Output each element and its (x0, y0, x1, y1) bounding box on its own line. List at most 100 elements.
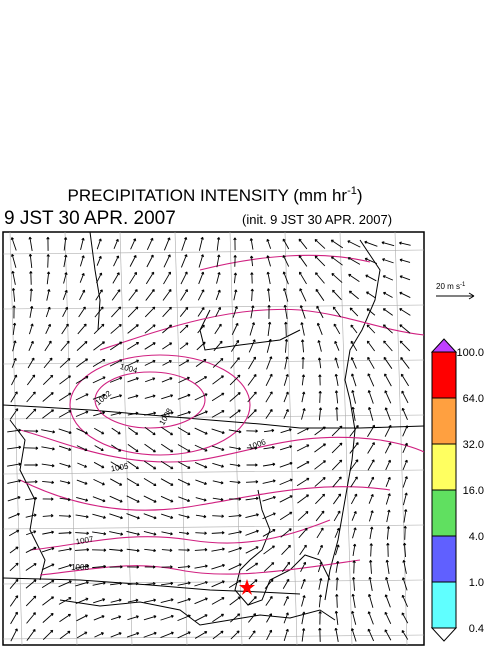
wind-arrow (350, 493, 358, 505)
wind-arrow (25, 530, 37, 536)
wind-arrow (314, 239, 326, 249)
wind-arrow (42, 514, 54, 518)
wind-arrow (25, 595, 37, 607)
wind-arrow (332, 476, 342, 488)
wind-arrow (230, 357, 240, 369)
grid-line (2, 469, 425, 475)
wind-arrow (267, 321, 272, 336)
wind-arrow (385, 559, 390, 574)
wind-arrow (113, 255, 120, 267)
wind-arrow (198, 271, 205, 285)
wind-arrow (246, 562, 259, 572)
wind-arrow (366, 340, 376, 352)
wind-arrow (283, 288, 289, 302)
wind-arrow (366, 324, 376, 334)
wind-arrow (400, 357, 410, 369)
wind-arrow (94, 306, 104, 318)
wind-arrow (367, 390, 374, 404)
wind-arrow (279, 495, 293, 503)
wind-arrow (230, 630, 240, 640)
isobar-label: 1007 (75, 534, 95, 546)
grid-line (64, 231, 78, 646)
wind-arrow (333, 323, 341, 335)
wind-arrow (364, 240, 378, 247)
wind-arrow (384, 424, 392, 437)
wind-arrow (318, 374, 322, 386)
wind-arrow (300, 561, 307, 572)
wind-arrow (127, 598, 139, 603)
wind-arrow (317, 340, 322, 352)
wind-arrow (77, 462, 88, 468)
wind-arrow (92, 581, 106, 586)
wind-arrow (402, 476, 408, 488)
wind-arrow (195, 479, 207, 485)
wind-arrow (24, 480, 38, 484)
wind-arrow (284, 338, 289, 353)
grid-line (394, 231, 408, 646)
wind-arrow (111, 444, 122, 452)
wind-arrow (265, 373, 273, 387)
wind-arrow (59, 630, 71, 640)
wind-arrow (95, 289, 103, 301)
wind-arrow (369, 543, 373, 557)
wind-arrow (178, 548, 190, 552)
wind-arrow (126, 495, 140, 503)
wind-arrow (109, 565, 123, 569)
wind-arrow (331, 442, 343, 454)
wind-arrow (197, 307, 205, 317)
wind-arrow (160, 443, 174, 453)
colorbar-label: 100.0 (456, 347, 484, 359)
wind-arrow (96, 255, 102, 266)
wind-arrow (367, 442, 375, 454)
wind-arrow (11, 287, 16, 302)
wind-arrow (283, 391, 289, 403)
wind-arrow (266, 338, 272, 353)
wind-arrow (316, 305, 324, 319)
wind-arrow (367, 611, 374, 625)
wind-arrow (180, 254, 188, 268)
wind-arrow (384, 373, 392, 387)
wind-arrow (367, 628, 375, 642)
wind-arrow (60, 340, 70, 352)
wind-arrow (263, 545, 275, 555)
wind-arrow (75, 410, 89, 417)
wind-arrow (143, 495, 157, 503)
wind-arrow (177, 631, 191, 639)
wind-arrow (144, 581, 156, 586)
wind-arrow (59, 497, 71, 502)
wind-arrow (401, 612, 409, 624)
wind-arrow (160, 598, 174, 603)
wind-arrow (43, 357, 53, 369)
wind-arrow (298, 271, 307, 285)
wind-arrow (265, 391, 273, 403)
title-text: PRECIPITATION INTENSITY (mm hr (67, 186, 347, 205)
wind-arrow (29, 305, 34, 318)
wind-arrow (127, 341, 140, 350)
wind-arrow (279, 461, 293, 468)
wind-arrow (126, 478, 140, 486)
wind-arrow (45, 323, 51, 334)
wind-arrow (144, 359, 156, 366)
wind-arrow (126, 631, 140, 638)
wind-arrow (351, 406, 356, 421)
wind-arrow (93, 461, 105, 469)
wind-arrow (283, 408, 289, 419)
wind-arrow (262, 512, 276, 520)
wind-arrow (403, 509, 408, 523)
wind-arrow (283, 596, 289, 606)
wind-arrow (300, 578, 306, 589)
wind-arrow (42, 480, 55, 485)
wind-arrow (263, 445, 275, 450)
wind-arrow (92, 393, 106, 400)
wind-arrow (178, 376, 190, 384)
wind-arrow (26, 628, 36, 641)
grid-line (2, 249, 425, 255)
wind-arrow (332, 289, 342, 301)
wind-arrow (180, 289, 188, 301)
wind-arrow (96, 238, 102, 250)
coast (9, 419, 46, 581)
wind-arrow (228, 546, 242, 553)
wind-arrow (297, 494, 309, 504)
wind-arrow (211, 547, 225, 552)
wind-arrow (144, 565, 156, 569)
